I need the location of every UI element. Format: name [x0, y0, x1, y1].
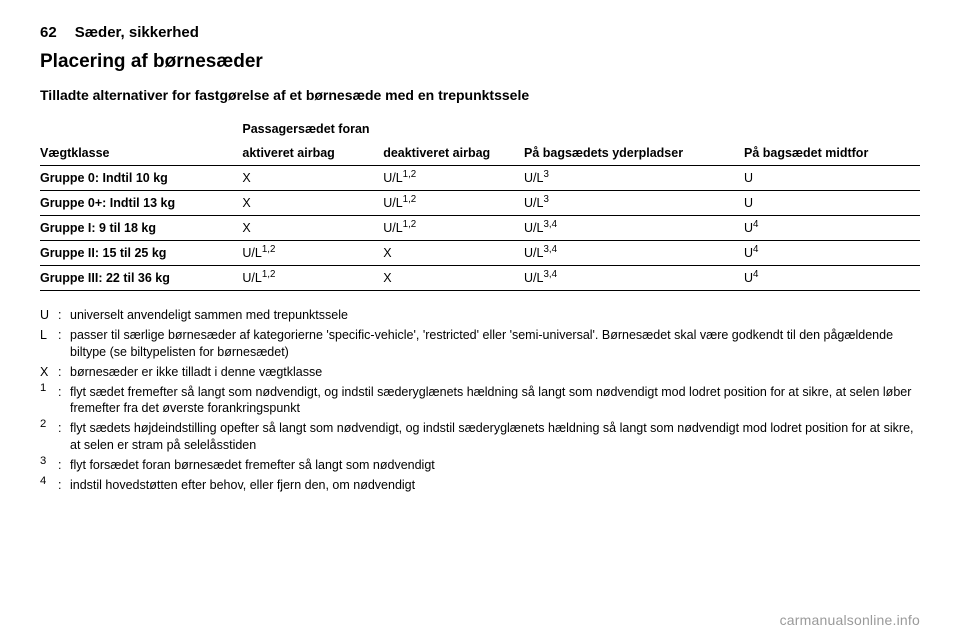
chapter-title: Sæder, sikkerhed	[75, 24, 199, 41]
legend-text: flyt sædet fremefter så langt som nødven…	[70, 384, 920, 418]
cell-rear-center: U4	[744, 266, 920, 291]
cell-airbag-on: U/L1,2	[242, 241, 383, 266]
legend-colon: :	[58, 364, 70, 381]
page-number: 62	[40, 24, 57, 41]
legend-colon: :	[58, 384, 70, 418]
legend-colon: :	[58, 307, 70, 324]
cell-rear-center: U4	[744, 216, 920, 241]
cell-weight: Gruppe I: 9 til 18 kg	[40, 216, 242, 241]
cell-airbag-on: X	[242, 216, 383, 241]
legend-text: universelt anvendeligt sammen med trepun…	[70, 307, 920, 324]
cell-airbag-off: U/L1,2	[383, 216, 524, 241]
table-row: Gruppe II: 15 til 25 kgU/L1,2XU/L3,4U4	[40, 241, 920, 266]
page-subtitle: Tilladte alternativer for fastgørelse af…	[40, 87, 920, 103]
legend-key: 4	[40, 477, 58, 494]
cell-rear-center: U	[744, 191, 920, 216]
cell-rear-outer: U/L3,4	[524, 266, 744, 291]
legend-key: U	[40, 307, 58, 324]
table-row: Gruppe I: 9 til 18 kgXU/L1,2U/L3,4U4	[40, 216, 920, 241]
legend-key: 1	[40, 384, 58, 418]
cell-rear-outer: U/L3	[524, 191, 744, 216]
legend-key: L	[40, 327, 58, 361]
legend-row: 3:flyt forsædet foran børnesædet fremeft…	[40, 457, 920, 474]
cell-airbag-on: U/L1,2	[242, 266, 383, 291]
legend-colon: :	[58, 327, 70, 361]
legend-text: indstil hovedstøtten efter behov, eller …	[70, 477, 920, 494]
cell-weight: Gruppe II: 15 til 25 kg	[40, 241, 242, 266]
col-group-front: Passagersædet foran	[242, 117, 524, 141]
cell-weight: Gruppe 0+: Indtil 13 kg	[40, 191, 242, 216]
legend-row: X:børnesæder er ikke tilladt i denne væg…	[40, 364, 920, 381]
cell-rear-outer: U/L3,4	[524, 241, 744, 266]
footer-watermark: carmanualsonline.info	[780, 612, 920, 628]
col-airbag-off: deaktiveret airbag	[383, 141, 524, 166]
table-row: Gruppe 0+: Indtil 13 kgXU/L1,2U/L3U	[40, 191, 920, 216]
legend-row: 1:flyt sædet fremefter så langt som nødv…	[40, 384, 920, 418]
cell-airbag-off: X	[383, 241, 524, 266]
cell-airbag-off: X	[383, 266, 524, 291]
cell-rear-outer: U/L3,4	[524, 216, 744, 241]
page-header: 62 Sæder, sikkerhed	[40, 24, 920, 41]
legend-key: 2	[40, 420, 58, 454]
cell-rear-center: U	[744, 166, 920, 191]
table-row: Gruppe III: 22 til 36 kgU/L1,2XU/L3,4U4	[40, 266, 920, 291]
cell-airbag-on: X	[242, 191, 383, 216]
cell-airbag-off: U/L1,2	[383, 166, 524, 191]
col-weight: Vægtklasse	[40, 117, 242, 166]
legend-colon: :	[58, 477, 70, 494]
page-title: Placering af børnesæder	[40, 51, 920, 73]
legend: U:universelt anvendeligt sammen med trep…	[40, 307, 920, 494]
cell-rear-center: U4	[744, 241, 920, 266]
cell-weight: Gruppe 0: Indtil 10 kg	[40, 166, 242, 191]
legend-row: L:passer til særlige børnesæder af kateg…	[40, 327, 920, 361]
seat-table: Vægtklasse Passagersædet foran På bagsæd…	[40, 117, 920, 291]
cell-airbag-on: X	[242, 166, 383, 191]
legend-key: 3	[40, 457, 58, 474]
legend-text: passer til særlige børnesæder af kategor…	[70, 327, 920, 361]
legend-key: X	[40, 364, 58, 381]
col-airbag-on: aktiveret airbag	[242, 141, 383, 166]
cell-airbag-off: U/L1,2	[383, 191, 524, 216]
legend-text: børnesæder er ikke tilladt i denne vægtk…	[70, 364, 920, 381]
cell-weight: Gruppe III: 22 til 36 kg	[40, 266, 242, 291]
legend-row: U:universelt anvendeligt sammen med trep…	[40, 307, 920, 324]
legend-colon: :	[58, 457, 70, 474]
legend-colon: :	[58, 420, 70, 454]
legend-text: flyt sædets højdeindstilling opefter så …	[70, 420, 920, 454]
legend-row: 4:indstil hovedstøtten efter behov, elle…	[40, 477, 920, 494]
col-rear-center: På bagsædet midtfor	[744, 117, 920, 166]
cell-rear-outer: U/L3	[524, 166, 744, 191]
col-rear-outer: På bagsædets yderpladser	[524, 117, 744, 166]
legend-text: flyt forsædet foran børnesædet fremefter…	[70, 457, 920, 474]
table-row: Gruppe 0: Indtil 10 kgXU/L1,2U/L3U	[40, 166, 920, 191]
legend-row: 2:flyt sædets højdeindstilling opefter s…	[40, 420, 920, 454]
